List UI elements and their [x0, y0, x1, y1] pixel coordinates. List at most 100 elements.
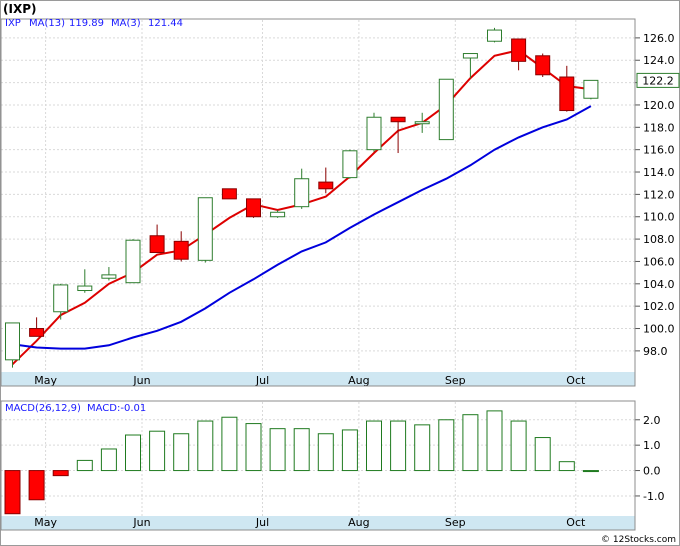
candle	[221, 188, 237, 200]
candlesticks	[5, 27, 599, 368]
macd-bar	[173, 433, 190, 472]
macd-legend-label: MACD(26,12,9)	[5, 403, 81, 414]
candle-body	[77, 285, 93, 292]
macd-bar	[100, 448, 117, 472]
candle-body	[173, 240, 189, 260]
legend-ma3-value: 121.44	[148, 18, 183, 29]
price-month-label: Jun	[132, 374, 150, 387]
macd-bar	[149, 430, 166, 472]
ma13-line	[12, 105, 592, 350]
macd-ytick-label: 2.0	[643, 414, 661, 427]
candle-body	[535, 55, 551, 76]
macd-bar	[582, 470, 599, 473]
price-legend: IXP MA(13) 119.89 MA(3) 121.44	[5, 18, 183, 29]
price-ytick-label: 98.0	[643, 345, 668, 358]
candle-body	[270, 211, 286, 218]
candle	[535, 53, 551, 78]
price-ytick-label: 124.0	[643, 54, 675, 67]
price-x-axis-band	[1, 372, 635, 386]
macd-bar	[390, 420, 407, 472]
macd-bar	[414, 424, 431, 472]
macd-month-label: Jul	[255, 516, 269, 529]
price-ytick-label: 106.0	[643, 255, 675, 268]
macd-month-label: Jun	[132, 516, 150, 529]
macd-bar	[366, 420, 382, 472]
price-ytick-label: 102.0	[643, 300, 675, 313]
macd-bar	[28, 470, 45, 501]
macd-bar	[558, 461, 575, 472]
candle	[270, 210, 286, 218]
candle-body	[390, 116, 406, 123]
last-price-box	[636, 72, 680, 88]
candle	[487, 27, 502, 43]
last-price-label: 122.2	[642, 74, 674, 87]
candle	[149, 224, 165, 254]
price-ytick-label: 104.0	[643, 278, 675, 291]
candle-body	[29, 328, 45, 337]
candle	[101, 267, 117, 281]
price-gridlines	[1, 20, 635, 372]
macd-ytick-label: 0.0	[643, 465, 661, 478]
candle	[462, 53, 478, 79]
candle	[77, 269, 93, 293]
candle-body	[414, 121, 430, 125]
candle-body	[366, 116, 382, 151]
price-month-label: Oct	[566, 374, 586, 387]
price-y-axis: 98.0 100.0 102.0 104.0 106.0 108.0 110.0 112.0 1…	[635, 32, 675, 358]
macd-bar	[76, 459, 93, 472]
last-price-marker: 122.2	[636, 72, 680, 88]
macd-legend-value: MACD:-0.01	[87, 403, 146, 414]
price-month-label: Aug	[348, 374, 369, 387]
candle-body	[294, 178, 310, 208]
macd-bar	[438, 419, 455, 472]
macd-legend: MACD(26,12,9) MACD:-0.01	[5, 403, 146, 414]
legend-symbol: IXP	[5, 18, 21, 29]
price-ytick-label: 126.0	[643, 32, 675, 45]
macd-month-label: Aug	[348, 516, 369, 529]
macd-bar	[221, 416, 238, 472]
macd-bar	[317, 433, 334, 472]
macd-bar	[52, 470, 69, 477]
price-month-label: May	[34, 374, 57, 387]
candle	[414, 112, 430, 133]
candle-body	[583, 79, 599, 99]
price-ytick-label: 110.0	[643, 211, 675, 224]
macd-ytick-label: 1.0	[643, 439, 661, 452]
candle-body	[197, 197, 213, 261]
macd-bar	[197, 420, 214, 472]
candle	[438, 78, 454, 141]
price-ytick-label: 116.0	[643, 144, 675, 157]
candle-body	[318, 181, 334, 190]
chart-title: (IXP)	[3, 2, 36, 16]
candle-body	[221, 188, 237, 200]
macd-month-label: May	[34, 516, 57, 529]
candle	[318, 167, 334, 194]
macd-bar	[534, 437, 551, 472]
candle	[390, 116, 406, 154]
macd-bar	[125, 434, 141, 472]
candle-body	[5, 322, 20, 361]
candle	[511, 38, 527, 71]
copyright-footer: © 12Stocks.com	[601, 535, 676, 545]
legend-ma3-label: MA(3)	[111, 18, 141, 29]
macd-ytick-label: -1.0	[643, 490, 664, 503]
price-ytick-label: 100.0	[643, 323, 675, 336]
price-panel-border	[0, 18, 636, 387]
macd-bar	[245, 423, 262, 472]
price-ytick-label: 114.0	[643, 166, 675, 179]
macd-bar	[269, 428, 286, 472]
candle-body	[438, 78, 454, 141]
macd-month-label: Oct	[566, 516, 586, 529]
macd-panel-border	[0, 400, 636, 531]
candle	[583, 79, 599, 100]
candle	[197, 197, 213, 263]
candle-body	[125, 239, 141, 284]
candle	[29, 317, 45, 337]
candle	[5, 322, 20, 368]
candle	[173, 231, 189, 262]
candle-body	[53, 284, 69, 313]
macd-bar	[4, 470, 21, 515]
price-ytick-label: 112.0	[643, 188, 675, 201]
macd-bar	[341, 429, 358, 472]
